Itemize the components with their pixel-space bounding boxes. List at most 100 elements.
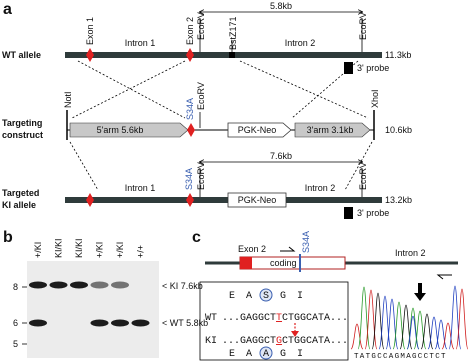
exon-label: Exon 2 [185, 17, 195, 45]
marker-label: 6 [13, 318, 18, 328]
primer [280, 246, 296, 252]
amino-acid: I [297, 349, 303, 360]
size-label: 13.2kb [385, 195, 412, 205]
probe [344, 62, 353, 74]
exon-label: Exon 1 [85, 17, 95, 45]
marker-label: 8 [13, 282, 18, 292]
sequence-part: CTGGCATA... [282, 336, 348, 347]
amino-acid: A [246, 349, 252, 360]
lane-label: +/+ [136, 245, 146, 258]
row-label: KI allele [2, 200, 36, 210]
lane-label: KI/KI [74, 238, 84, 258]
row-label: construct [2, 130, 43, 140]
size-label: 10.6kb [385, 125, 412, 135]
aa-circle [259, 288, 273, 302]
intron-label: Intron 2 [305, 183, 336, 193]
band-label: < KI 7.6kb [162, 281, 203, 291]
peak [441, 322, 455, 350]
intron-label: Intron 1 [125, 38, 156, 48]
lanes: +/KI KI/KI KI/KI +/KI +/KI +/+ [29, 238, 150, 327]
probe-label: 3' probe [357, 63, 389, 73]
genotype-label: KI [205, 336, 217, 347]
blot [27, 261, 159, 358]
site-label: XhoI [370, 89, 380, 108]
band [111, 319, 129, 327]
genotype-label: WT [205, 313, 217, 324]
sequence-part: T [276, 313, 282, 324]
site [229, 52, 235, 58]
peak [413, 310, 427, 350]
sequence-box [199, 281, 349, 361]
row-label: WT allele [2, 50, 41, 60]
peak [427, 316, 441, 350]
peak [350, 323, 364, 350]
mutation-label: S34A [301, 231, 311, 253]
peak [434, 319, 448, 350]
amino-acid: A [246, 291, 252, 302]
neo [227, 122, 292, 138]
mutation-arrow [291, 331, 299, 337]
intron-label: Intron 2 [285, 38, 316, 48]
marker-label: 5 [13, 339, 18, 349]
site-label: EcoRV [196, 12, 206, 40]
arrow [414, 283, 426, 301]
coding-label: coding [270, 258, 297, 268]
utr [240, 257, 252, 269]
neo [227, 192, 287, 208]
peak [357, 286, 371, 350]
mutation-label: S34A [185, 98, 195, 120]
band [29, 281, 47, 289]
distance-label: 7.6kb [270, 151, 292, 161]
probe [344, 207, 353, 219]
peak [448, 285, 462, 350]
site-label: NotI [63, 91, 73, 108]
intron-label: Intron 2 [395, 248, 426, 258]
band [131, 319, 150, 327]
arm [69, 122, 189, 138]
intron-label: Intron 1 [125, 183, 156, 193]
peak [420, 313, 434, 350]
sequence-part: G [276, 336, 282, 347]
band [49, 281, 68, 289]
chromatogram: TATGCCAGMAGCCTCT [350, 285, 469, 361]
peak [392, 301, 406, 350]
band-label: < WT 5.8kb [162, 318, 208, 328]
sequence-part: ...GAGGCT [222, 336, 276, 347]
peak [455, 288, 469, 350]
site-label: BstZ171 [228, 16, 238, 50]
band [70, 281, 88, 289]
site-label: EcoRV [358, 12, 368, 40]
sequence-text: ...GAGGCTTCTGGCATA... [222, 313, 348, 324]
distance-label: 5.8kb [270, 1, 292, 11]
row-label: Targeting [2, 118, 42, 128]
amino-acid: A [263, 349, 269, 360]
size-label: 11.3kb [385, 50, 411, 60]
band [29, 319, 47, 327]
lane-label: +/KI [33, 242, 43, 258]
sequence-text: ...GAGGCTGCTGGCATA... [222, 336, 348, 347]
neo-label: PGK-Neo [238, 125, 277, 135]
amino-acid: I [297, 291, 303, 302]
recombination [69, 60, 373, 191]
sequence-part: ...GAGGCT [222, 313, 276, 324]
primer [436, 274, 452, 280]
exon-label: Exon 2 [238, 244, 266, 254]
arm-label: 3'arm 3.1kb [307, 125, 354, 135]
site-label: EcoRV [358, 162, 368, 190]
arm-label: 5'arm 5.6kb [97, 125, 144, 135]
neo-label: PGK-Neo [238, 195, 277, 205]
sequence-part: CTGGCATA... [282, 313, 348, 324]
amino-acid: S [263, 291, 269, 302]
row-label: Targeted [2, 188, 39, 198]
probe-label: 3' probe [357, 208, 389, 218]
lane-label: KI/KI [54, 238, 64, 258]
band [90, 319, 109, 327]
panel-label: b [3, 229, 13, 246]
peak [378, 295, 392, 350]
lane-label: +/KI [95, 242, 105, 258]
base-calls: TATGCCAGMAGCCTCT [354, 353, 447, 361]
arm [294, 122, 371, 138]
site-label: EcoRV [196, 162, 206, 190]
sequence: E A S G IE A A G IWT ...GAGGCTTCTGGCATA...KI ...GA… [205, 288, 348, 360]
